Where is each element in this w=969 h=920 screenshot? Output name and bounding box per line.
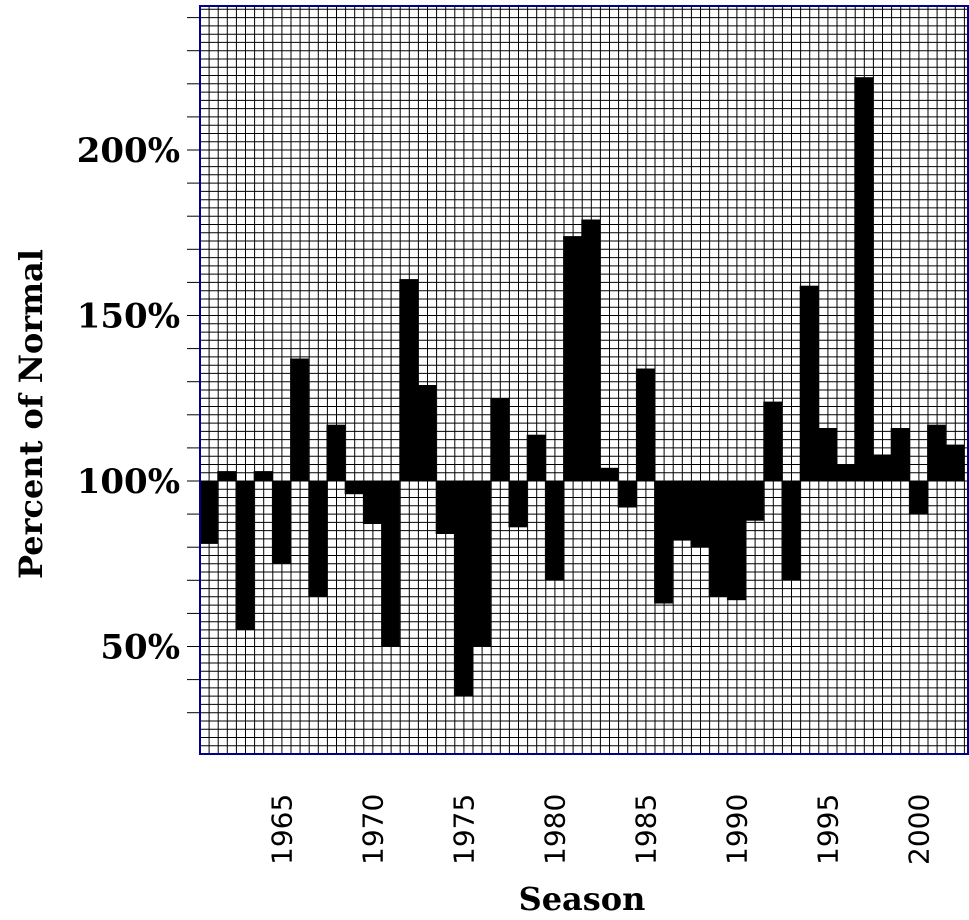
x-tick-label: 2000 — [902, 794, 935, 865]
bars — [199, 77, 965, 697]
bar-2000 — [908, 481, 928, 515]
bar-1969 — [344, 481, 364, 495]
bar-1965 — [271, 481, 291, 564]
bar-1987 — [672, 481, 692, 541]
bar-1981 — [563, 236, 582, 481]
bar-2001 — [927, 424, 946, 481]
bar-1961 — [199, 481, 218, 544]
x-tick-label: 1965 — [265, 794, 298, 865]
bar-1967 — [308, 481, 328, 597]
x-tick-label: 1980 — [538, 794, 571, 865]
bar-1990 — [726, 481, 746, 601]
y-tick-label: 100% — [77, 462, 180, 502]
plot-frame — [199, 5, 969, 755]
bar-1983 — [599, 467, 619, 481]
bar-1994 — [799, 285, 819, 481]
x-tick-label: 1990 — [720, 794, 753, 865]
bar-1970 — [362, 481, 382, 524]
bar-1989 — [708, 481, 728, 597]
bar-1962 — [217, 471, 237, 481]
bar-1976 — [472, 481, 491, 647]
bar-1964 — [253, 471, 273, 481]
y-tick-labels: 50% 100% 150% 200% — [77, 131, 180, 668]
bar-1978 — [508, 481, 528, 528]
bar-1971 — [381, 481, 400, 647]
y-tick-label: 150% — [77, 297, 180, 337]
bar-1980 — [544, 481, 564, 581]
x-axis-title: Season — [519, 880, 646, 918]
bar-1985 — [635, 368, 655, 481]
bar-1982 — [581, 219, 601, 481]
x-tick-label: 1995 — [811, 794, 844, 865]
bar-1993 — [781, 481, 801, 581]
bar-1986 — [654, 481, 673, 604]
bar-1974 — [435, 481, 455, 534]
bar-1968 — [326, 424, 346, 481]
bar-1979 — [526, 434, 546, 481]
bar-1988 — [690, 481, 710, 548]
bar-2002 — [945, 444, 965, 481]
x-tick-label: 1970 — [356, 794, 389, 865]
bar-1975 — [453, 481, 473, 697]
y-axis-title: Percent of Normal — [12, 249, 50, 579]
bar-1966 — [290, 358, 309, 481]
y-tick-marks — [187, 17, 200, 714]
bar-1992 — [763, 401, 783, 481]
y-tick-label: 200% — [77, 131, 180, 171]
bar-1972 — [399, 279, 419, 481]
bar-1977 — [490, 398, 510, 482]
x-tick-label: 1975 — [447, 794, 480, 865]
bar-1998 — [872, 454, 892, 481]
bar-1997 — [854, 77, 874, 481]
bar-1991 — [745, 481, 764, 521]
bar-1995 — [817, 428, 837, 481]
bar-1999 — [890, 428, 910, 481]
bar-1996 — [836, 464, 855, 481]
x-tick-label: 1985 — [629, 794, 662, 865]
bar-1963 — [235, 481, 255, 630]
y-tick-label: 50% — [100, 628, 180, 668]
x-tick-labels: 1965 1970 1975 1980 1985 1990 1995 2000 — [265, 794, 935, 865]
bar-1984 — [617, 481, 637, 508]
bar-1973 — [417, 385, 437, 481]
